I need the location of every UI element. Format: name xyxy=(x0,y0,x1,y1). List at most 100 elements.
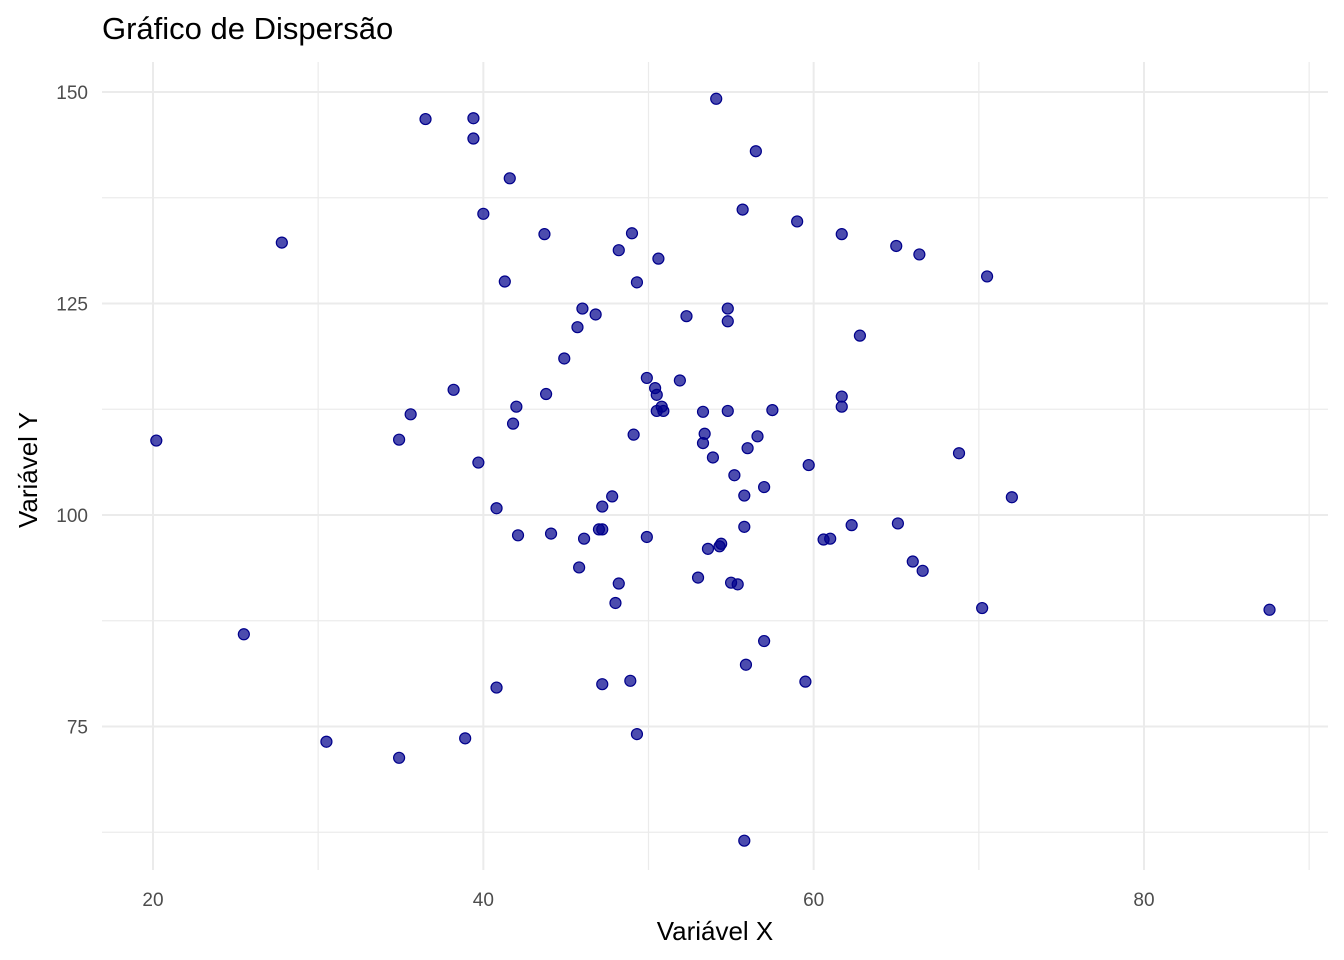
scatter-point xyxy=(320,735,333,748)
scatter-point xyxy=(419,112,432,126)
scatter-point xyxy=(738,489,751,502)
scatter-point xyxy=(713,540,726,553)
scatter-point xyxy=(576,302,589,315)
data-points xyxy=(150,92,1276,847)
x-tick-label: 60 xyxy=(803,890,824,911)
scatter-point xyxy=(490,681,503,694)
scatter-point xyxy=(392,751,406,764)
scatter-point xyxy=(799,675,812,688)
scatter-point xyxy=(612,577,625,590)
scatter-point xyxy=(652,252,665,265)
minor-gridlines xyxy=(102,62,1328,870)
scatter-point xyxy=(976,601,989,615)
scatter-point xyxy=(890,239,903,253)
scatter-point xyxy=(237,628,250,641)
y-tick-label: 100 xyxy=(56,506,88,527)
scatter-point xyxy=(736,203,749,216)
scatter-point xyxy=(640,371,653,385)
scatter-point xyxy=(1005,491,1018,504)
scatter-point xyxy=(606,490,619,503)
scatter-point xyxy=(853,329,867,342)
scatter-point xyxy=(404,408,417,421)
scatter-point xyxy=(751,430,764,443)
scatter-point xyxy=(640,530,653,544)
scatter-point xyxy=(913,248,926,261)
scatter-point xyxy=(630,276,644,289)
scatter-point xyxy=(701,542,715,555)
scatter-point xyxy=(447,383,460,396)
scatter-point xyxy=(544,527,558,540)
scatter-point xyxy=(916,564,929,577)
scatter-point xyxy=(758,634,771,648)
scatter-point xyxy=(630,728,644,741)
scatter-point xyxy=(573,561,586,574)
scatter-point xyxy=(741,442,754,455)
scatter-point xyxy=(490,502,503,515)
scatter-point xyxy=(835,400,848,413)
tick-labels: 20 40 60 80 75 100 125 150 xyxy=(56,83,1154,911)
scatter-point xyxy=(721,315,734,328)
scatter-point xyxy=(612,244,625,257)
scatter-point xyxy=(738,834,751,847)
scatter-point xyxy=(845,519,858,532)
x-tick-label: 40 xyxy=(473,890,494,911)
scatter-point xyxy=(835,390,848,403)
scatter-point xyxy=(511,529,525,542)
scatter-point xyxy=(891,517,905,530)
major-gridlines xyxy=(102,62,1328,870)
scatter-point xyxy=(577,532,591,545)
scatter-point xyxy=(589,308,602,321)
scatter-point xyxy=(459,732,472,745)
scatter-point xyxy=(749,145,762,158)
scatter-point xyxy=(609,596,622,610)
x-axis-title: Variável X xyxy=(657,916,774,946)
scatter-point xyxy=(710,92,723,105)
scatter-point xyxy=(506,417,520,430)
scatter-point xyxy=(980,270,994,283)
y-tick-label: 150 xyxy=(56,83,88,104)
scatter-point xyxy=(906,555,919,568)
scatter-point xyxy=(571,321,584,334)
y-tick-label: 125 xyxy=(56,295,88,316)
scatter-point xyxy=(467,132,480,145)
scatter-point xyxy=(673,374,686,387)
scatter-point xyxy=(539,387,553,401)
scatter-point xyxy=(275,236,288,249)
scatter-point xyxy=(1263,603,1276,616)
scatter-point xyxy=(625,227,639,240)
scatter-point xyxy=(596,500,609,513)
scatter-point xyxy=(731,578,744,591)
scatter-point xyxy=(503,172,516,185)
scatter-point xyxy=(596,678,609,691)
scatter-point xyxy=(721,302,734,315)
scatter-point xyxy=(791,215,804,228)
scatter-point xyxy=(721,404,734,418)
scatter-point xyxy=(835,228,848,241)
scatter-point xyxy=(739,658,753,671)
scatter-point xyxy=(627,428,640,441)
scatter-point xyxy=(706,451,720,464)
scatter-point xyxy=(477,207,490,220)
y-tick-label: 75 xyxy=(67,718,88,739)
scatter-point xyxy=(596,523,609,536)
scatter-point xyxy=(728,469,741,482)
scatter-point xyxy=(691,571,705,584)
scatter-point xyxy=(696,405,710,418)
scatter-point xyxy=(696,436,710,450)
scatter-point xyxy=(472,456,485,469)
scatter-point xyxy=(766,403,779,417)
scatter-point xyxy=(802,458,815,472)
scatter-point xyxy=(952,447,966,460)
scatter-point xyxy=(624,674,637,687)
scatter-point xyxy=(510,400,523,413)
scatter-point xyxy=(680,310,693,323)
scatter-point xyxy=(817,533,830,546)
scatter-point xyxy=(558,352,571,365)
scatter-point xyxy=(467,112,480,125)
scatter-point xyxy=(498,275,511,288)
x-tick-label: 20 xyxy=(142,890,163,911)
scatter-point xyxy=(650,388,663,401)
scatter-point xyxy=(392,433,406,446)
scatter-point xyxy=(758,480,771,494)
